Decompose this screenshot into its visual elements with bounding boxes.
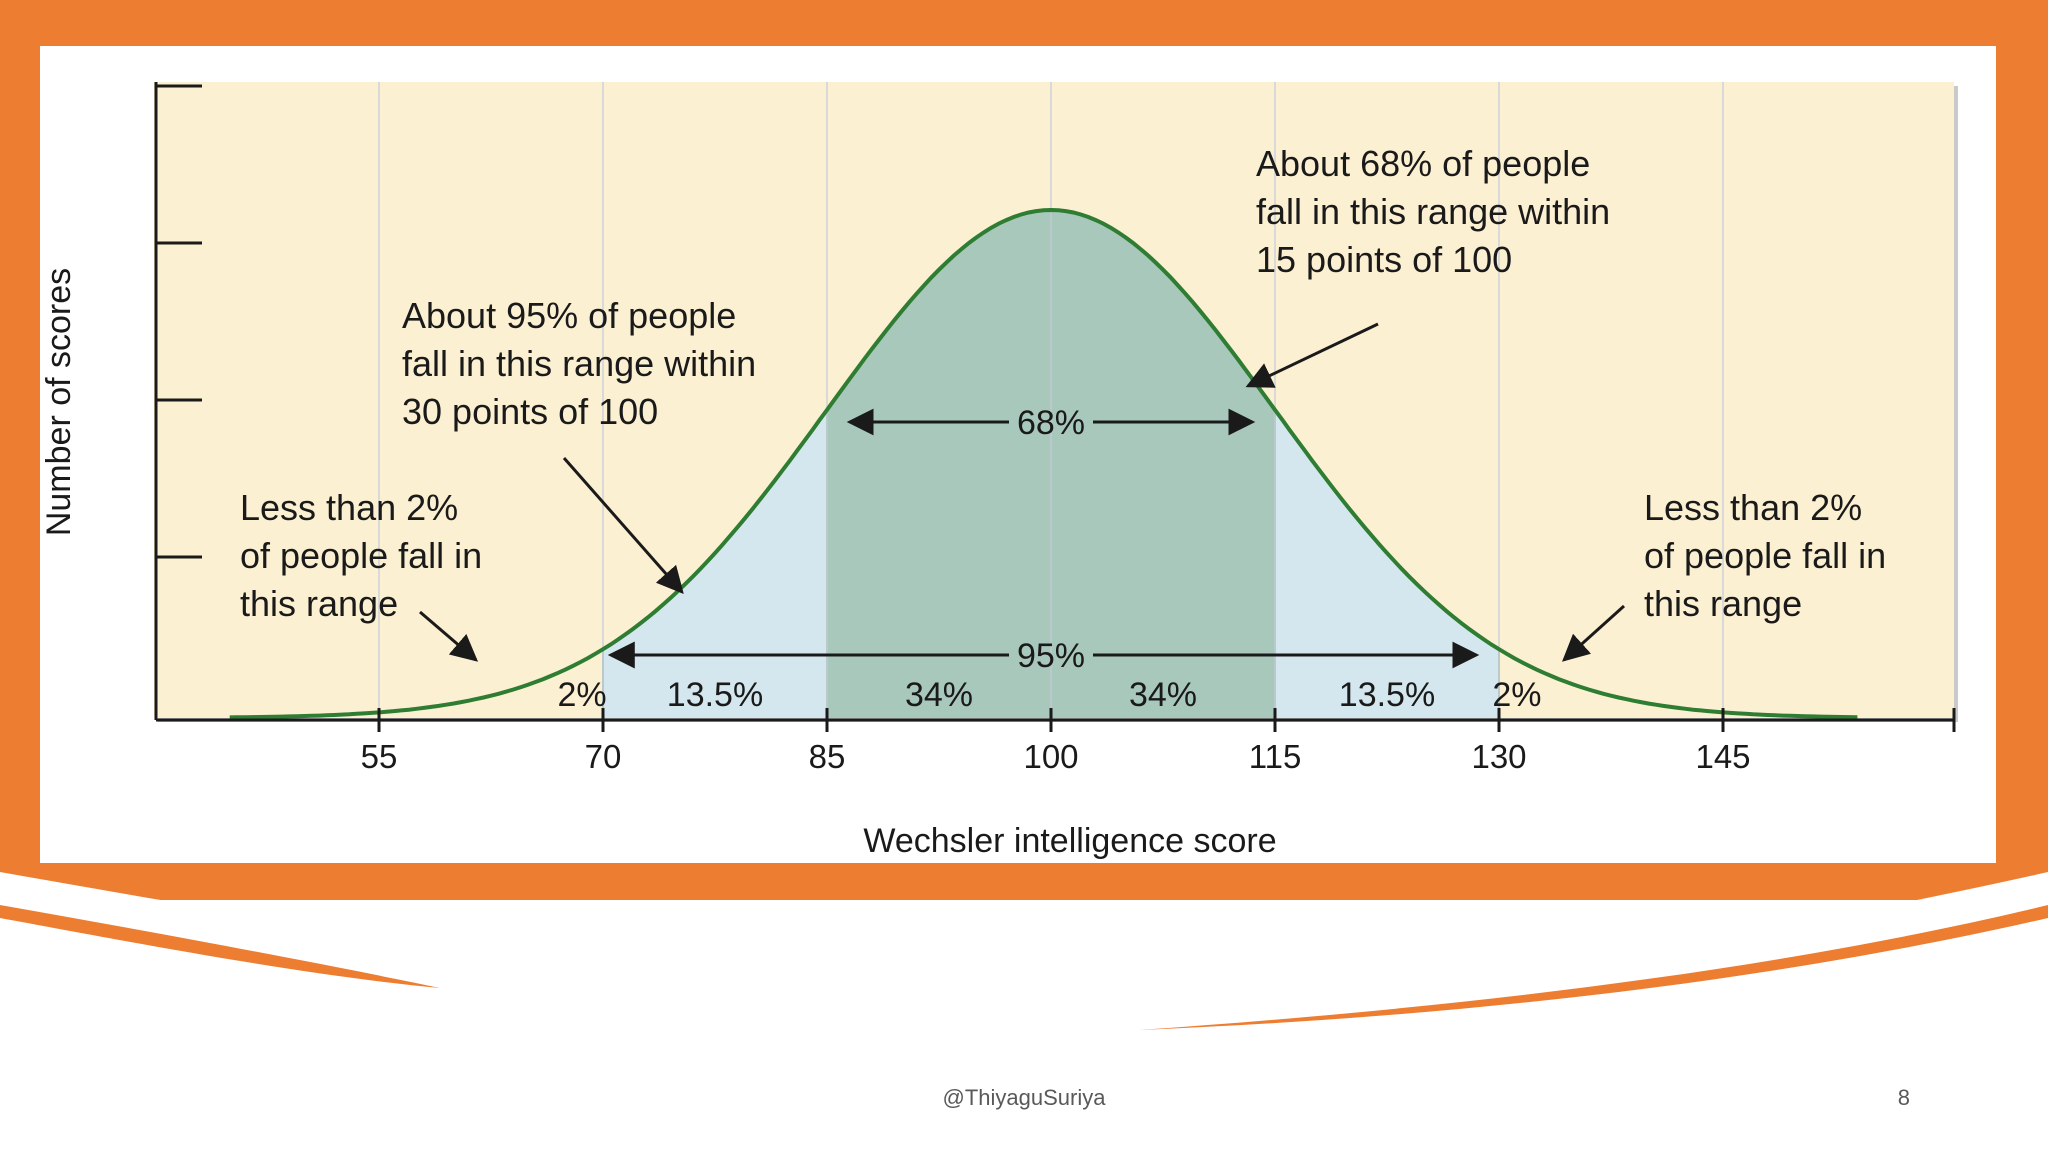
x-tick-label: 70	[585, 738, 622, 775]
annotation-within-15-line: fall in this range within	[1256, 191, 1610, 232]
swoosh-stripe-left	[0, 905, 440, 988]
iq-distribution-chart: 55 70 85 100 115 130 145 Wechsler intelligence…	[40, 82, 1958, 860]
range-95-label: 95%	[1017, 637, 1085, 675]
annotation-left-tail-line: this range	[240, 583, 398, 624]
range-68-label: 68%	[1017, 404, 1085, 442]
annotation-right-tail-line: this range	[1644, 583, 1802, 624]
annotation-left-tail: Less than 2% of people fall in this rang…	[240, 487, 492, 624]
x-tick-layer: 55 70 85 100 115 130 145	[361, 708, 1956, 775]
white-swoosh	[0, 872, 2048, 1152]
segment-label: 2%	[1492, 676, 1541, 714]
annotation-within-30-line: About 95% of people	[402, 295, 736, 336]
annotation-left-tail-line: Less than 2%	[240, 487, 458, 528]
segment-label: 13.5%	[1339, 676, 1435, 714]
x-tick-label: 85	[809, 738, 846, 775]
annotation-right-tail: Less than 2% of people fall in this rang…	[1644, 487, 1896, 624]
x-tick-label: 130	[1471, 738, 1526, 775]
annotation-right-tail-line: Less than 2%	[1644, 487, 1862, 528]
x-tick-label: 115	[1249, 738, 1302, 775]
footer-author: @ThiyaguSuriya	[942, 1085, 1106, 1110]
segment-label: 13.5%	[667, 676, 763, 714]
annotation-within-30-line: 30 points of 100	[402, 391, 658, 432]
annotation-within-30-arrow	[562, 457, 684, 595]
segment-label: 34%	[905, 676, 973, 714]
y-tick-layer	[156, 84, 202, 559]
segment-label: 2%	[558, 676, 607, 714]
segment-label: 34%	[1129, 676, 1197, 714]
segment-labels: 2% 13.5% 34% 34% 13.5% 2%	[558, 676, 1542, 714]
annotation-right-tail-line: of people fall in	[1644, 535, 1886, 576]
page-number: 8	[1897, 1085, 1910, 1110]
x-tick-label: 145	[1695, 738, 1750, 775]
annotation-within-15-arrow	[1245, 322, 1379, 388]
annotation-left-tail-line: of people fall in	[240, 535, 482, 576]
distribution-curve	[229, 207, 1858, 720]
x-tick-label: 55	[361, 738, 398, 775]
y-axis-title: Number of scores	[40, 268, 78, 536]
annotation-within-30: About 95% of people fall in this range w…	[402, 295, 766, 432]
annotation-within-15-line: About 68% of people	[1256, 143, 1590, 184]
figure-panel: 55 70 85 100 115 130 145 Wechsler intelligence…	[40, 46, 1996, 863]
annotation-left-tail-arrow	[419, 610, 479, 662]
annotation-within-30-line: fall in this range within	[402, 343, 756, 384]
x-axis-title: Wechsler intelligence score	[863, 822, 1276, 860]
x-tick-label: 100	[1023, 738, 1078, 775]
annotation-right-tail-arrow	[1561, 604, 1626, 662]
annotation-within-15: About 68% of people fall in this range w…	[1256, 143, 1620, 280]
annotation-within-15-line: 15 points of 100	[1256, 239, 1512, 280]
